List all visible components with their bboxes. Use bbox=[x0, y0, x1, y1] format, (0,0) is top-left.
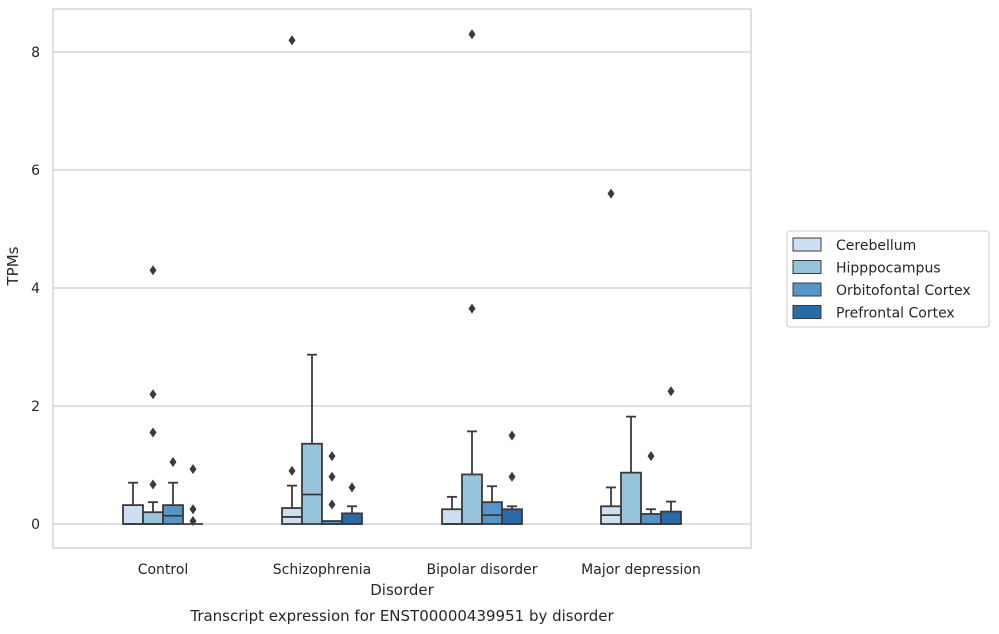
box-series bbox=[122, 29, 682, 527]
box-body bbox=[301, 442, 323, 525]
outlier-point bbox=[328, 499, 336, 510]
legend-label: Prefrontal Cortex bbox=[836, 306, 955, 322]
y-tick-label: 8 bbox=[31, 45, 40, 61]
box-body bbox=[162, 504, 184, 525]
outlier-point bbox=[149, 479, 157, 490]
box-0-0 bbox=[122, 481, 144, 525]
box-3-2 bbox=[501, 430, 523, 525]
box-3-1 bbox=[341, 482, 363, 525]
legend-swatch bbox=[792, 260, 822, 274]
x-tick-labels: Control Schizophrenia Bipolar disorder Majo… bbox=[138, 562, 701, 578]
outlier-point bbox=[667, 386, 675, 397]
outlier-point bbox=[288, 465, 296, 476]
box-body bbox=[640, 513, 662, 525]
box-body bbox=[660, 510, 682, 525]
legend-label: Cerebellum bbox=[836, 238, 916, 254]
legend-label: Orbitofontal Cortex bbox=[836, 283, 971, 299]
box-body bbox=[142, 511, 164, 525]
outlier-point bbox=[607, 188, 615, 199]
x-tick-label: Major depression bbox=[581, 562, 701, 578]
outlier-point bbox=[647, 451, 655, 462]
y-axis-title: TPMs bbox=[4, 246, 22, 286]
box-1-3 bbox=[620, 415, 642, 525]
y-tick-labels: 0 2 4 6 8 bbox=[31, 45, 40, 533]
chart-caption: Transcript expression for ENST0000043995… bbox=[189, 607, 614, 625]
box-3-3 bbox=[660, 386, 682, 525]
box-2-0 bbox=[162, 457, 184, 525]
x-tick-label: Schizophrenia bbox=[273, 562, 371, 578]
outlier-point bbox=[149, 265, 157, 276]
outlier-point bbox=[189, 516, 197, 527]
outlier-point bbox=[468, 29, 476, 40]
legend: Cerebellum Hipppocampus Orbitofontal Corte… bbox=[786, 230, 990, 328]
outlier-point bbox=[149, 427, 157, 438]
box-body bbox=[341, 512, 363, 525]
box-body bbox=[122, 504, 144, 525]
box-body bbox=[620, 471, 642, 525]
x-axis-title: Disorder bbox=[370, 581, 434, 599]
y-tick-label: 0 bbox=[31, 517, 40, 533]
x-tick-label: Bipolar disorder bbox=[426, 562, 537, 578]
box-body bbox=[461, 473, 483, 525]
outlier-point bbox=[508, 471, 516, 482]
plot-frame bbox=[52, 8, 752, 549]
outlier-point bbox=[169, 457, 177, 468]
box-body bbox=[501, 508, 523, 525]
outlier-point bbox=[189, 464, 197, 475]
outlier-point bbox=[189, 504, 197, 515]
outlier-point bbox=[328, 471, 336, 482]
box-2-1 bbox=[321, 451, 343, 525]
box-1-1 bbox=[301, 353, 323, 525]
legend-swatch bbox=[792, 305, 822, 319]
y-tick-label: 4 bbox=[31, 281, 40, 297]
y-tick-label: 6 bbox=[31, 163, 40, 179]
x-tick-label: Control bbox=[138, 562, 189, 578]
box-2-3 bbox=[640, 451, 662, 525]
legend-swatch bbox=[792, 237, 822, 252]
box-1-2 bbox=[461, 29, 483, 525]
box-body bbox=[441, 508, 463, 525]
outlier-point bbox=[348, 482, 356, 493]
outlier-point bbox=[328, 451, 336, 462]
legend-label: Hipppocampus bbox=[836, 261, 941, 277]
box-2-2 bbox=[481, 485, 503, 525]
legend-swatch bbox=[792, 282, 822, 297]
box-3-0 bbox=[183, 464, 203, 527]
outlier-point bbox=[149, 389, 157, 400]
outlier-point bbox=[288, 35, 296, 46]
box-body bbox=[481, 501, 503, 525]
legend-box bbox=[786, 230, 990, 328]
outlier-point bbox=[468, 303, 476, 314]
outlier-point bbox=[508, 430, 516, 441]
y-tick-label: 2 bbox=[31, 399, 40, 415]
box-1-0 bbox=[142, 265, 164, 525]
